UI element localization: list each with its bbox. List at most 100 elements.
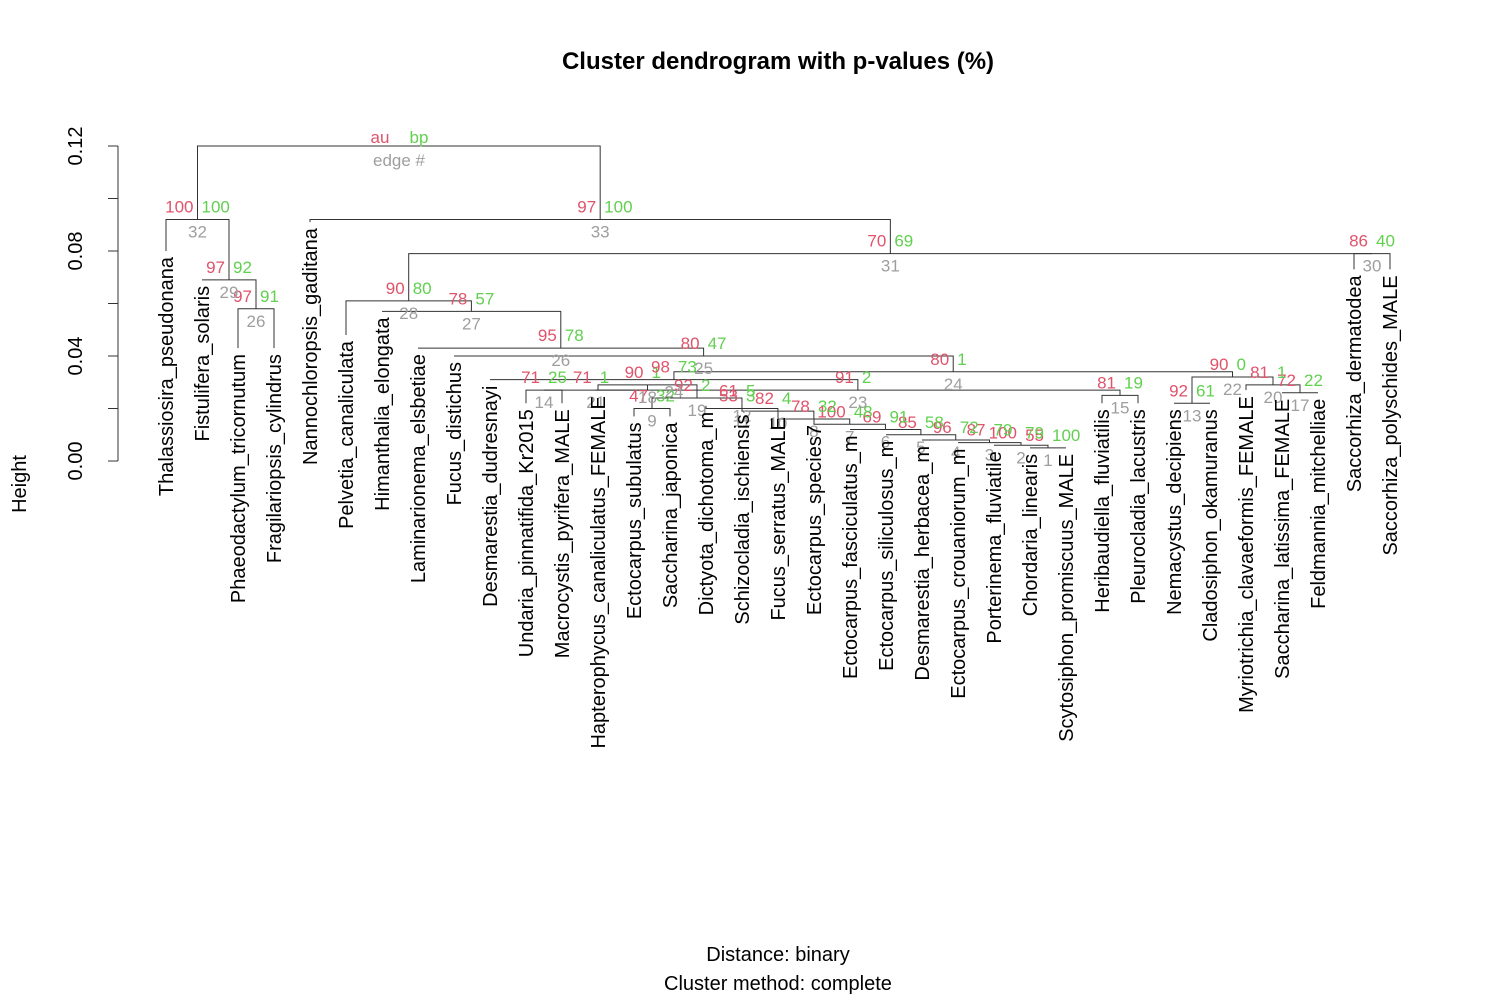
leaf-label: Ectocarpus_siliculosus_m	[876, 441, 898, 671]
au-pvalue-label: 100	[817, 402, 845, 421]
chart-title: Cluster dendrogram with p-values (%)	[562, 48, 994, 75]
au-pvalue-label: 98	[651, 358, 670, 377]
edge-number-label: 3	[985, 446, 994, 465]
bp-pvalue-label: 78	[565, 326, 584, 345]
edge-number-label: 1	[1043, 451, 1052, 470]
edge-number-label: 31	[881, 257, 900, 276]
bp-pvalue-label: 48	[854, 402, 873, 421]
edge-number-label: 2	[1016, 448, 1025, 467]
y-axis-label: Height	[9, 455, 31, 513]
dendrogram-branch	[418, 347, 705, 356]
edge-number-label: 26	[247, 312, 266, 331]
legend-edge: edge #	[373, 151, 426, 170]
au-pvalue-label: 55	[1025, 426, 1044, 445]
au-pvalue-label: 82	[755, 389, 774, 408]
leaf-label: Desmarestia_herbacea_m	[912, 446, 934, 681]
dendrogram-branch	[490, 379, 859, 391]
leaf-label: Himanthalia_elongata	[372, 317, 394, 511]
edge-number-label: 23	[848, 393, 867, 412]
leaf-label: Saccharina_japonica	[660, 422, 682, 609]
au-pvalue-label: 81	[1250, 363, 1269, 382]
edge-number-label: 15	[1111, 398, 1130, 417]
bp-pvalue-label: 100	[202, 198, 230, 217]
bp-pvalue-label: 1	[651, 363, 660, 382]
au-pvalue-label: 78	[448, 289, 467, 308]
au-pvalue-label: 90	[625, 363, 644, 382]
bp-pvalue-label: 100	[1052, 426, 1080, 445]
au-pvalue-label: 85	[898, 413, 917, 432]
au-pvalue-label: 95	[538, 326, 557, 345]
leaf-label: Thalassiosira_pseudonana	[156, 256, 178, 496]
leaf-label: Ectocarpus_species7	[804, 425, 826, 615]
edge-number-label: 30	[1363, 257, 1382, 276]
edge-number-label: 29	[220, 283, 239, 302]
y-tick-label: 0.04	[65, 337, 87, 376]
leaf-label: Fucus_serratus_MALE	[768, 417, 790, 620]
au-pvalue-label: 97	[206, 258, 225, 277]
dendrogram-branch	[382, 310, 562, 349]
edge-number-label: 9	[647, 412, 656, 431]
au-pvalue-label: 96	[933, 418, 952, 437]
leaf-label: Fistulifera_solaris	[192, 286, 214, 442]
leaf-label: Porterinema_fluviatile	[984, 451, 1006, 643]
edge-number-label: 24	[664, 383, 683, 402]
leaf-label: Cladosiphon_okamuranus	[1200, 409, 1222, 641]
dendrogram-branch	[197, 145, 601, 220]
dendrogram-branch	[595, 389, 1121, 396]
bp-pvalue-label: 2	[701, 376, 710, 395]
bp-pvalue-label: 19	[1124, 373, 1143, 392]
dendrogram-branches	[165, 145, 1391, 449]
bp-pvalue-label: 79	[1025, 423, 1044, 442]
dendrogram-branch	[408, 253, 1372, 301]
au-pvalue-label: 97	[577, 198, 596, 217]
legend-bp: bp	[410, 128, 429, 147]
bp-pvalue-label: 61	[1196, 381, 1215, 400]
bp-pvalue-label: 92	[233, 258, 252, 277]
dendrogram-branch	[454, 355, 954, 372]
au-pvalue-label: 69	[863, 408, 882, 427]
leaf-label: Saccharina_latissima_FEMALE	[1272, 399, 1294, 679]
bp-pvalue-label: 91	[889, 408, 908, 427]
leaf-label: Dictyota_dichotoma_m	[696, 412, 718, 615]
edge-number-label: 27	[462, 314, 481, 333]
leaf-label: Pleurocladia_lacustris	[1128, 409, 1150, 604]
au-pvalue-label: 70	[867, 232, 886, 251]
au-pvalue-label: 80	[930, 350, 949, 369]
edge-number-label: 22	[1223, 380, 1242, 399]
bp-pvalue-label: 47	[708, 334, 727, 353]
y-tick-label: 0.12	[65, 127, 87, 166]
leaf-label: Saccorhiza_dermatodea	[1344, 274, 1366, 492]
au-pvalue-label: 61	[719, 381, 738, 400]
leaf-label: Feldmannia_mitchelliae	[1308, 399, 1330, 609]
bp-pvalue-label: 72	[960, 418, 979, 437]
leaf-labels: Thalassiosira_pseudonana Fistulifera_sola…	[156, 227, 1402, 748]
bp-pvalue-label: 57	[475, 289, 494, 308]
dendrogram-branch	[922, 439, 990, 443]
dendrogram-branch	[994, 444, 1049, 448]
bp-pvalue-label: 1	[957, 350, 966, 369]
bp-pvalue-label: 69	[894, 232, 913, 251]
dendrogram-branch	[958, 442, 1022, 446]
edge-number-label: 18	[638, 388, 657, 407]
au-pvalue-label: 87	[967, 421, 986, 440]
leaf-label: Myriotrichia_clavaeformis_FEMALE	[1236, 396, 1258, 713]
bp-pvalue-label: 0	[1237, 355, 1246, 374]
edge-number-label: 21	[586, 393, 605, 412]
au-pvalue-label: 90	[386, 279, 405, 298]
bp-pvalue-label: 5	[746, 381, 755, 400]
bp-pvalue-label: 4	[782, 389, 791, 408]
leaf-label: Pelvetia_canaliculata	[336, 340, 358, 529]
bp-pvalue-label: 79	[994, 421, 1013, 440]
edge-number-label: 10	[768, 414, 787, 433]
edge-number-label: 8	[809, 422, 818, 441]
y-tick-label: 0.08	[65, 232, 87, 271]
au-pvalue-label: 72	[1277, 371, 1296, 390]
edge-number-label: 19	[688, 401, 707, 420]
edge-number-label: 33	[591, 223, 610, 242]
bp-pvalue-label: 1	[1277, 363, 1286, 382]
edge-number-label: 26	[551, 351, 570, 370]
leaf-label: Schizocladia_ischiensis	[732, 415, 754, 625]
leaf-label: Fucus_distichus	[444, 362, 466, 505]
leaf-label: Scytosiphon_promiscuus_MALE	[1056, 454, 1078, 742]
edge-number-label: 13	[1183, 406, 1202, 425]
